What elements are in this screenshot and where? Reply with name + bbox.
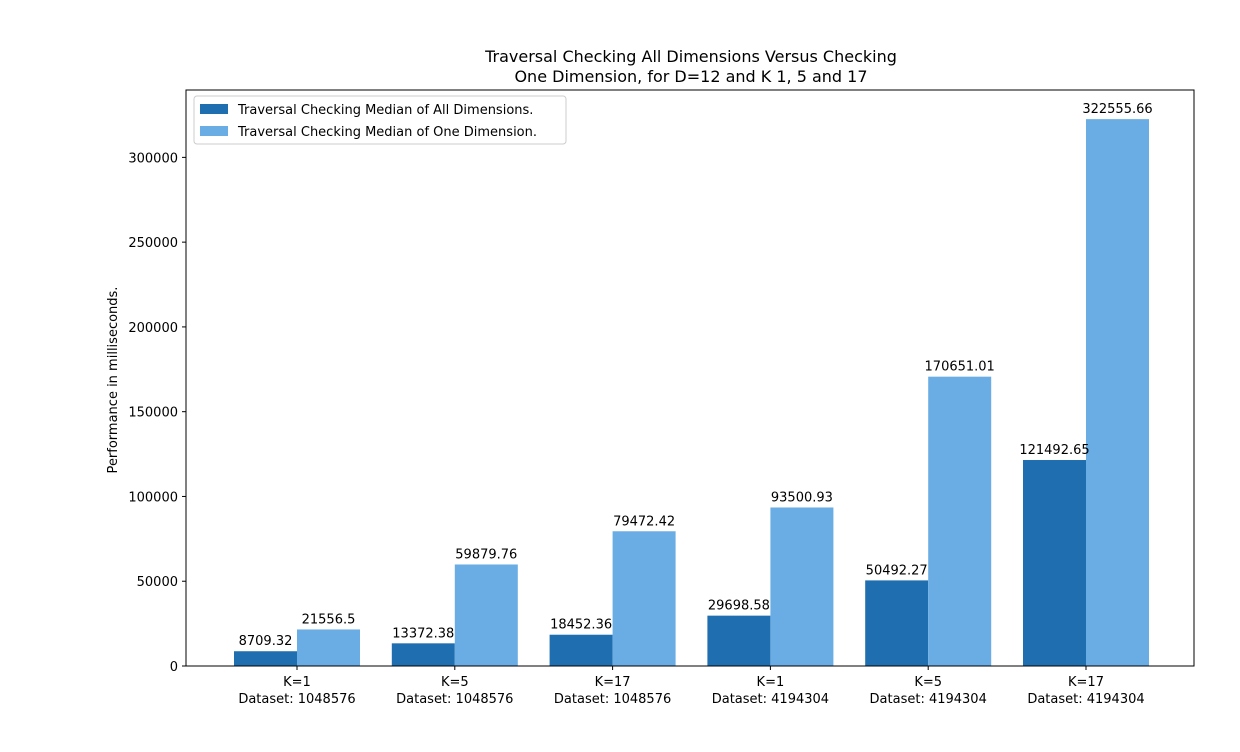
data-label-series-1-category-5: 322555.66 — [1082, 102, 1152, 117]
chart-title-line-1: Traversal Checking All Dimensions Versus… — [484, 47, 897, 66]
y-axis-label: Performance in milliseconds. — [106, 287, 121, 474]
y-tick-label-6: 300000 — [128, 151, 178, 166]
x-tick-label-4-line-1: Dataset: 4194304 — [870, 692, 987, 707]
legend-swatch-all-dimensions — [200, 104, 228, 114]
data-label-series-0-category-4: 50492.27 — [866, 563, 928, 578]
x-tick-label-1-line-0: K=5 — [441, 675, 469, 690]
chart-title-line-2: One Dimension, for D=12 and K 1, 5 and 1… — [514, 67, 867, 86]
bar-series-1-category-4 — [928, 376, 992, 666]
bar-series-1-category-1 — [454, 564, 518, 666]
x-tick-label-3-line-0: K=1 — [757, 675, 785, 690]
x-tick-label-4-line-0: K=5 — [914, 675, 942, 690]
bar-series-1-category-0 — [297, 629, 360, 666]
y-tick-label-2: 100000 — [128, 490, 178, 505]
data-label-series-1-category-4: 170651.01 — [925, 360, 995, 375]
legend: Traversal Checking Median of All Dimensi… — [193, 95, 567, 145]
legend-label-all-dimensions: Traversal Checking Median of All Dimensi… — [237, 103, 533, 118]
data-label-series-0-category-1: 13372.38 — [392, 626, 454, 641]
x-tick-label-5-line-0: K=17 — [1068, 675, 1104, 690]
y-tick-label-0: 0 — [170, 660, 178, 675]
legend-label-one-dimension: Traversal Checking Median of One Dimensi… — [237, 125, 537, 140]
bar-series-0-category-1 — [391, 643, 455, 666]
data-label-series-1-category-1: 59879.76 — [455, 547, 517, 562]
x-tick-label-0-line-1: Dataset: 1048576 — [238, 692, 355, 707]
x-tick-label-2-line-0: K=17 — [595, 675, 631, 690]
legend-swatch-one-dimension — [200, 126, 228, 136]
bar-series-0-category-2 — [549, 634, 613, 666]
y-tick-label-5: 250000 — [128, 236, 178, 251]
data-label-series-1-category-3: 93500.93 — [771, 490, 833, 505]
y-tick-label-1: 50000 — [137, 575, 178, 590]
data-label-series-0-category-3: 29698.58 — [708, 599, 770, 614]
y-tick-label-4: 200000 — [128, 321, 178, 336]
data-labels-layer: 8709.32 21556.5 13372.38 59879.76 18452.36 79… — [239, 102, 1153, 649]
x-tick-label-5-line-1: Dataset: 4194304 — [1027, 692, 1144, 707]
data-label-series-1-category-2: 79472.42 — [613, 514, 675, 529]
data-label-series-0-category-0: 8709.32 — [239, 634, 293, 649]
x-tick-label-1-line-1: Dataset: 1048576 — [396, 692, 513, 707]
bar-series-1-category-2 — [612, 531, 676, 666]
x-tick-label-2-line-1: Dataset: 1048576 — [554, 692, 671, 707]
bar-series-0-category-0 — [234, 651, 297, 666]
bar-series-0-category-3 — [707, 615, 771, 666]
data-label-series-1-category-0: 21556.5 — [302, 612, 356, 627]
x-tick-label-0-line-0: K=1 — [283, 675, 311, 690]
bar-series-1-category-5 — [1086, 119, 1149, 666]
bar-series-0-category-4 — [865, 580, 929, 666]
plot-frame — [185, 89, 1195, 667]
x-axis: K=1 Dataset: 1048576 K=5 Dataset: 1048576 K=… — [238, 666, 1145, 707]
bar-series-1-category-3 — [770, 507, 834, 666]
data-label-series-0-category-5: 121492.65 — [1019, 443, 1089, 458]
legend-box — [193, 95, 567, 145]
y-axis: 0 50000 100000 150000 200000 250000 300000 — [128, 151, 186, 675]
data-label-series-0-category-2: 18452.36 — [550, 618, 612, 633]
bars-layer — [234, 119, 1149, 666]
bar-series-0-category-5 — [1023, 460, 1086, 666]
x-tick-label-3-line-1: Dataset: 4194304 — [712, 692, 829, 707]
y-tick-label-3: 150000 — [128, 406, 178, 421]
